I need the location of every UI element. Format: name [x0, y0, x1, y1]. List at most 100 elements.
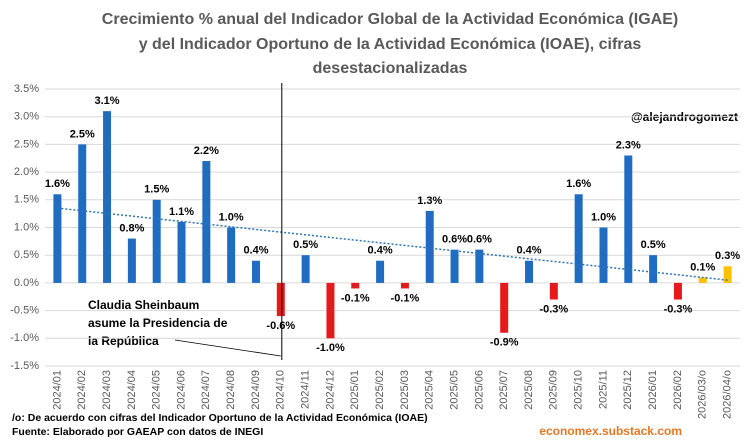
x-tick-label: 2026/01: [647, 370, 659, 410]
bar: [723, 266, 732, 283]
bar: [301, 255, 310, 283]
value-label: -0.6%: [266, 320, 295, 332]
bar: [574, 194, 583, 283]
value-label: 0.5%: [641, 239, 666, 251]
chart-title: desestacionalizadas: [313, 60, 468, 77]
x-tick-label: 2025/02: [374, 370, 386, 410]
bar: [78, 144, 87, 283]
y-tick-label: 3.5%: [14, 83, 39, 95]
x-tick-label: 2025/05: [448, 370, 460, 410]
value-label: 0.5%: [293, 239, 318, 251]
bar: [152, 199, 161, 283]
x-tick-label: 2025/11: [597, 370, 609, 409]
x-tick-label: 2024/02: [76, 370, 88, 410]
y-tick-label: 1.0%: [14, 221, 39, 233]
source-url: economex.substack.com: [539, 424, 682, 438]
y-tick-label: -1.5%: [10, 360, 39, 372]
value-label: -0.3%: [664, 303, 693, 315]
bar: [400, 282, 409, 289]
bar: [177, 221, 186, 283]
bar: [673, 282, 682, 300]
value-label: -0.1%: [341, 292, 370, 304]
bar: [326, 282, 335, 339]
value-label: 1.6%: [566, 178, 591, 190]
bar: [127, 238, 136, 283]
value-label: 1.6%: [45, 178, 70, 190]
value-label: 0.1%: [690, 261, 715, 273]
value-label: -0.3%: [539, 303, 568, 315]
bar: [425, 210, 434, 283]
bar: [475, 249, 484, 283]
x-tick-label: 2026/04/o: [721, 370, 733, 419]
bar: [624, 155, 633, 283]
value-label: 2.5%: [70, 128, 95, 140]
x-tick-label: 2025/04: [424, 370, 436, 410]
value-label: 0.6%: [442, 234, 467, 246]
value-label: 0.4%: [368, 245, 393, 257]
x-tick-label: 2024/09: [250, 370, 262, 410]
x-tick-label: 2025/10: [573, 370, 585, 410]
value-label: 2.3%: [616, 139, 641, 151]
value-label: 2.2%: [194, 145, 219, 157]
x-tick-label: 2024/11: [300, 370, 312, 409]
value-label: 1.3%: [417, 195, 442, 207]
x-tick-label: 2024/06: [175, 370, 187, 410]
bar: [549, 282, 558, 300]
bar: [649, 255, 658, 283]
value-label: 1.0%: [591, 211, 616, 223]
x-tick-label: 2024/12: [324, 370, 336, 410]
event-annotation: la República: [88, 334, 159, 348]
bar: [500, 282, 509, 333]
x-tick-label: 2026/02: [672, 370, 684, 410]
y-tick-label: 3.0%: [14, 111, 39, 123]
x-tick-label: 2024/05: [151, 370, 163, 410]
x-tick-label: 2025/09: [548, 370, 560, 410]
bar: [103, 111, 112, 283]
x-tick-label: 2024/04: [126, 370, 138, 410]
bar: [202, 161, 211, 283]
x-tick-label: 2024/07: [200, 370, 212, 410]
chart-title: Crecimiento % anual del Indicador Global…: [102, 11, 678, 28]
x-tick-label: 2024/03: [101, 370, 113, 410]
value-label: 0.6%: [467, 234, 492, 246]
bar: [276, 282, 285, 317]
bar: [251, 260, 260, 283]
x-tick-label: 2025/12: [622, 370, 634, 410]
trendline: [57, 207, 728, 281]
bar: [227, 227, 236, 283]
bar: [525, 260, 534, 283]
bar: [351, 282, 360, 289]
note: Fuente: Elaborado por GAEAP con datos de…: [12, 426, 263, 438]
y-tick-label: -1.0%: [10, 332, 39, 344]
value-label: -1.0%: [316, 342, 345, 354]
bar: [376, 260, 385, 283]
value-label: 0.4%: [516, 245, 541, 257]
value-label: -0.1%: [391, 292, 420, 304]
x-tick-label: 2025/06: [473, 370, 485, 410]
bar: [53, 194, 62, 283]
bar: [599, 227, 608, 283]
x-tick-label: 2025/03: [399, 370, 411, 410]
x-tick-label: 2025/08: [523, 370, 535, 410]
y-tick-label: 0.0%: [14, 277, 39, 289]
y-tick-label: 1.5%: [14, 194, 39, 206]
y-tick-label: 2.5%: [14, 138, 39, 150]
event-pointer: [174, 339, 281, 357]
y-tick-label: 2.0%: [14, 166, 39, 178]
value-label: 1.5%: [144, 184, 169, 196]
x-tick-label: 2024/08: [225, 370, 237, 410]
bar: [450, 249, 459, 283]
y-tick-label: 0.5%: [14, 249, 39, 261]
value-label: 0.3%: [715, 250, 740, 262]
event-annotation: asume la Presidencia de: [88, 316, 228, 330]
x-tick-label: 2025/01: [349, 370, 361, 410]
value-label: 3.1%: [95, 95, 120, 107]
value-label: -0.9%: [490, 337, 519, 349]
x-tick-label: 2026/03/o: [697, 370, 709, 419]
value-label: 1.0%: [219, 211, 244, 223]
x-tick-label: 2025/07: [498, 370, 510, 410]
note: /o: De acuerdo con cifras del Indicador …: [12, 412, 428, 424]
y-tick-label: -0.5%: [10, 305, 39, 317]
value-label: 0.8%: [119, 222, 144, 234]
